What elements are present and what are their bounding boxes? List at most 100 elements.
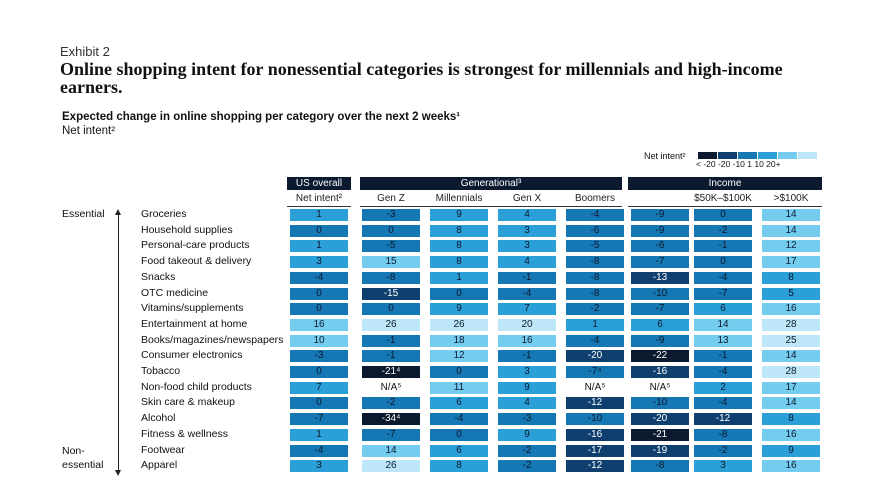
heatmap-cell: -16 — [566, 428, 624, 441]
heatmap-cell: 0 — [694, 256, 752, 269]
arrow-up-icon — [115, 209, 121, 215]
legend-swatch — [698, 152, 717, 159]
header-rule — [628, 206, 822, 207]
heatmap-cell: 1 — [566, 318, 624, 331]
group-header: Income — [628, 177, 822, 190]
heatmap-cell: -21 — [631, 428, 689, 441]
heatmap-cell: -7⁴ — [566, 366, 624, 378]
heatmap-cell: 4 — [498, 397, 556, 410]
heatmap-cell: -3 — [290, 350, 348, 363]
heatmap-cell: -15 — [362, 287, 420, 300]
heatmap-cell: 3 — [498, 240, 556, 253]
heatmap-cell: 1 — [430, 271, 488, 284]
legend-swatch — [718, 152, 737, 159]
heatmap-cell: -6 — [631, 240, 689, 253]
heatmap-cell: -7 — [694, 287, 752, 300]
column-header: $50K–$100K — [694, 193, 752, 204]
heatmap-cell: 11 — [430, 381, 488, 394]
heatmap-cell: 0 — [290, 303, 348, 316]
legend-swatch — [758, 152, 777, 159]
heatmap-cell: 0 — [290, 287, 348, 300]
side-label-non-essential: Non-essential — [62, 445, 104, 471]
essential-bracket-line — [118, 214, 119, 472]
chart-title: Online shopping intent for nonessential … — [60, 59, 783, 97]
heatmap-cell: 0 — [290, 366, 348, 378]
heatmap-cell: 8 — [430, 240, 488, 253]
column-header: Boomers — [574, 193, 615, 204]
heatmap-cell: 3 — [498, 224, 556, 237]
heatmap-cell: 4 — [498, 209, 556, 221]
heatmap-cell: 28 — [762, 318, 820, 331]
heatmap-cell: 14 — [762, 350, 820, 363]
heatmap-cell: 0 — [290, 224, 348, 237]
heatmap-cell: -4 — [498, 287, 556, 300]
heatmap-cell: -34⁴ — [362, 413, 420, 426]
heatmap-cell: 1 — [290, 240, 348, 253]
row-label: Tobacco — [141, 365, 181, 377]
column-header: Gen X — [512, 193, 542, 204]
heatmap-cell: 15 — [362, 256, 420, 269]
heatmap-cell: -13 — [631, 271, 689, 284]
heatmap-cell: -21⁴ — [362, 366, 420, 378]
heatmap-cell: 7 — [498, 303, 556, 316]
heatmap-cell: 14 — [762, 397, 820, 410]
heatmap-cell: 16 — [498, 334, 556, 347]
heatmap-cell: -6 — [566, 224, 624, 237]
heatmap-cell: 28 — [762, 366, 820, 378]
heatmap-cell: -4 — [290, 444, 348, 457]
heatmap-cell: 8 — [430, 256, 488, 269]
heatmap-cell: -8 — [694, 428, 752, 441]
heatmap-cell: 17 — [762, 381, 820, 394]
heatmap-cell: -4 — [694, 366, 752, 378]
heatmap-cell: 3 — [290, 256, 348, 269]
heatmap-cell: 6 — [430, 444, 488, 457]
heatmap-cell: 2 — [694, 381, 752, 394]
heatmap-cell: -12 — [694, 413, 752, 426]
header-rule — [287, 206, 351, 207]
row-label: Books/magazines/newspapers — [141, 333, 284, 346]
heatmap-cell: -12 — [566, 397, 624, 410]
heatmap-cell: -2 — [362, 397, 420, 410]
heatmap-cell: 3 — [694, 460, 752, 473]
heatmap-cell: -4 — [694, 397, 752, 410]
row-label: Personal-care products — [141, 239, 250, 252]
heatmap-cell: 6 — [631, 318, 689, 331]
heatmap-cell: -3 — [498, 413, 556, 426]
arrow-down-icon — [115, 470, 121, 476]
heatmap-cell: 9 — [430, 209, 488, 221]
row-label: Alcohol — [141, 412, 176, 425]
heatmap-cell: 12 — [762, 240, 820, 253]
column-header: Millennials — [435, 193, 483, 204]
heatmap-cell: -4 — [694, 271, 752, 284]
heatmap-cell: N/A⁵ — [380, 381, 402, 393]
heatmap-cell: 0 — [430, 366, 488, 378]
legend-ticks: < -20 -20 -10 1 10 20+ — [696, 159, 781, 169]
heatmap-cell: 13 — [694, 334, 752, 347]
heatmap-cell: -2 — [694, 224, 752, 237]
heatmap-cell: 3 — [498, 366, 556, 378]
group-header: US overall — [287, 177, 351, 190]
heatmap-cell: 0 — [362, 224, 420, 237]
heatmap-cell: 8 — [430, 460, 488, 473]
heatmap-cell: -2 — [694, 444, 752, 457]
heatmap-cell: 0 — [430, 287, 488, 300]
chart-subtitle-metric: Net intent² — [62, 125, 116, 137]
heatmap-cell: 8 — [762, 413, 820, 426]
header-rule — [360, 206, 622, 207]
group-header: Generational³ — [360, 177, 622, 190]
heatmap-cell: 14 — [694, 318, 752, 331]
heatmap-cell: -4 — [430, 413, 488, 426]
heatmap-cell: -2 — [498, 444, 556, 457]
heatmap-cell: -20 — [631, 413, 689, 426]
heatmap-cell: 3 — [290, 460, 348, 473]
row-label: Fitness & wellness — [141, 427, 228, 440]
heatmap-cell: -8 — [631, 460, 689, 473]
heatmap-cell: 1 — [290, 428, 348, 441]
heatmap-cell: -5 — [566, 240, 624, 253]
heatmap-cell: 14 — [762, 224, 820, 237]
heatmap-cell: 0 — [430, 428, 488, 441]
heatmap-cell: 9 — [498, 381, 556, 394]
heatmap-cell: -1 — [498, 271, 556, 284]
column-header: Gen Z — [377, 193, 405, 204]
heatmap-cell: -9 — [631, 334, 689, 347]
